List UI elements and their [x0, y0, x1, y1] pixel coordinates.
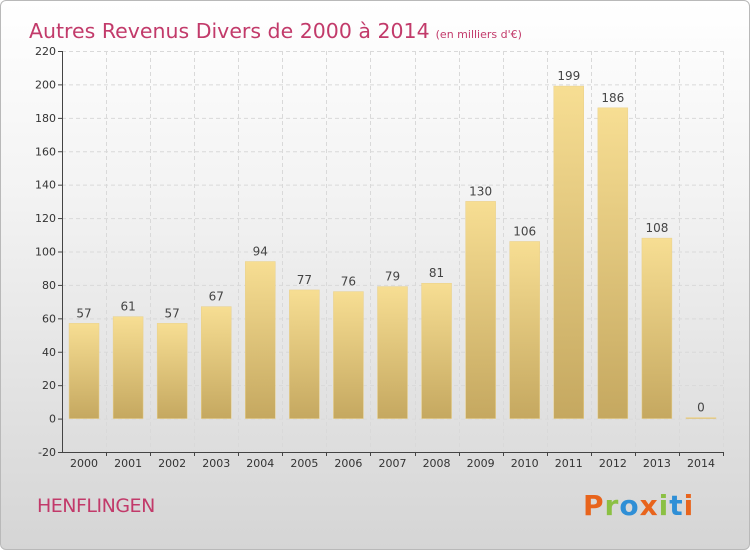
bar [465, 201, 496, 419]
x-tick-label: 2009 [467, 457, 495, 470]
x-tick-label: 2008 [423, 457, 451, 470]
y-tick-label: 60 [42, 312, 56, 325]
x-tick-label: 2002 [158, 457, 186, 470]
y-tick-label: 20 [42, 379, 56, 392]
chart-title-text: Autres Revenus Divers de 2000 à 2014 [29, 19, 430, 43]
data-label: 0 [697, 401, 705, 415]
bar [333, 291, 364, 419]
x-tick-label: 2014 [687, 457, 715, 470]
data-label: 79 [385, 270, 400, 284]
x-tick-label: 2011 [555, 457, 583, 470]
data-label: 57 [76, 306, 91, 320]
bar [597, 107, 629, 419]
logo-letter: P [583, 489, 605, 522]
bars [68, 85, 717, 419]
x-tick-label: 2012 [599, 457, 627, 470]
proxiti-logo[interactable]: Proxiti [583, 489, 694, 522]
y-tick-label: 180 [35, 112, 56, 125]
bar [201, 306, 232, 419]
data-label: 186 [601, 91, 624, 105]
y-tick-label: 0 [49, 413, 56, 426]
logo-letter: i [683, 489, 695, 522]
y-tick-label: 40 [42, 346, 56, 359]
y-tick-label: 220 [35, 45, 56, 58]
chart-title: Autres Revenus Divers de 2000 à 2014 (en … [29, 8, 522, 46]
axes: -20 0 20 40 60 80 100 120 140 160 180 200 220 2000 200… [35, 45, 724, 470]
bar [377, 286, 408, 419]
place-name: HENFLINGEN [37, 495, 155, 517]
data-label: 81 [429, 266, 444, 280]
data-label: 130 [469, 184, 492, 198]
x-tick-label: 2013 [643, 457, 671, 470]
y-tick-label: 120 [35, 212, 56, 225]
data-label: 67 [209, 290, 224, 304]
data-label: 61 [120, 300, 135, 314]
data-label: 108 [645, 221, 668, 235]
x-tick-label: 2010 [511, 457, 539, 470]
bar [641, 237, 673, 419]
y-tick-label: -20 [38, 446, 56, 459]
data-label: 199 [557, 69, 580, 83]
chart-unit-label: (en milliers d'€) [435, 28, 522, 41]
logo-letter: i [658, 489, 670, 522]
data-label: 94 [253, 245, 268, 259]
x-tick-label: 2007 [379, 457, 407, 470]
data-label: 106 [513, 224, 536, 238]
x-tick-label: 2000 [70, 457, 98, 470]
bar [685, 417, 717, 419]
data-labels: 57 61 57 67 94 77 76 79 81 130 106 199 186 108 0 [76, 69, 704, 414]
bar [509, 241, 540, 419]
y-tick-label: 160 [35, 145, 56, 158]
data-label: 57 [165, 306, 180, 320]
bar [553, 85, 584, 419]
logo-letter: o [619, 489, 640, 522]
x-tick-label: 2003 [202, 457, 230, 470]
data-label: 77 [297, 273, 312, 287]
x-tick-label: 2006 [334, 457, 362, 470]
bar [68, 323, 100, 419]
x-tick-label: 2004 [246, 457, 274, 470]
y-tick-label: 100 [35, 246, 56, 259]
x-tick-label: 2005 [290, 457, 318, 470]
y-tick-label: 80 [42, 279, 56, 292]
logo-letter: r [604, 489, 620, 522]
data-label: 76 [341, 275, 356, 289]
bar [156, 323, 188, 419]
x-tick-label: 2001 [114, 457, 142, 470]
y-tick-label: 140 [35, 179, 56, 192]
bar [245, 261, 276, 419]
logo-letter: x [639, 489, 659, 522]
y-tick-label: 200 [35, 78, 56, 91]
bar [289, 289, 320, 419]
logo-letter: t [669, 489, 684, 522]
bar [421, 282, 452, 419]
bar [112, 316, 144, 419]
